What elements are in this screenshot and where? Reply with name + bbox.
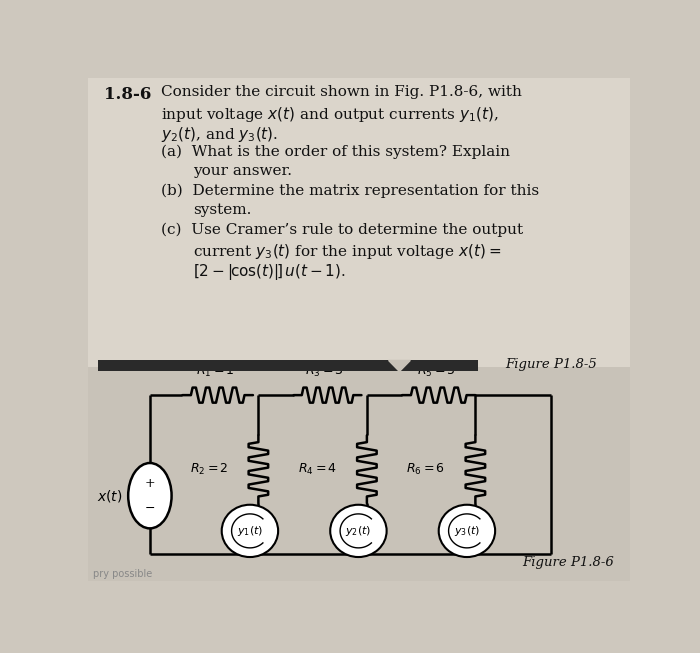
Text: your answer.: your answer. [193,164,293,178]
Text: pry possible: pry possible [93,569,152,579]
Text: (c)  Use Cramer’s rule to determine the output: (c) Use Cramer’s rule to determine the o… [161,223,523,237]
Text: $R_4=4$: $R_4=4$ [298,462,337,477]
Text: −: − [145,502,155,515]
Text: $R_1=1$: $R_1=1$ [195,364,234,379]
Text: system.: system. [193,203,252,217]
Bar [88,78,630,368]
Text: $y_1(t)$: $y_1(t)$ [237,524,263,538]
Text: $R_6=6$: $R_6=6$ [407,462,445,477]
Text: $R_5=5$: $R_5=5$ [416,364,456,379]
Text: $y_2(t)$, and $y_3(t)$.: $y_2(t)$, and $y_3(t)$. [161,125,278,144]
Text: (a)  What is the order of this system? Explain: (a) What is the order of this system? Ex… [161,144,510,159]
Bar [88,368,630,581]
Text: $y_2(t)$: $y_2(t)$ [345,524,372,538]
Ellipse shape [128,463,172,528]
Text: $[2-|\!\cos(t)|\!]\,u(t-1)$.: $[2-|\!\cos(t)|\!]\,u(t-1)$. [193,262,346,282]
Circle shape [439,505,495,557]
Text: Figure P1.8-6: Figure P1.8-6 [522,556,614,569]
Text: (b)  Determine the matrix representation for this: (b) Determine the matrix representation … [161,183,539,198]
Text: Consider the circuit shown in Fig. P1.8-6, with: Consider the circuit shown in Fig. P1.8-… [161,86,522,99]
Text: $y_3(t)$: $y_3(t)$ [454,524,480,538]
Text: 1.8-6: 1.8-6 [104,86,151,103]
Text: +: + [145,477,155,490]
Text: input voltage $x(t)$ and output currents $y_1(t)$,: input voltage $x(t)$ and output currents… [161,105,498,124]
Text: Figure P1.8-5: Figure P1.8-5 [505,358,597,372]
Polygon shape [389,360,410,372]
Text: $R_2=2$: $R_2=2$ [190,462,228,477]
Text: $x(t)$: $x(t)$ [97,488,122,503]
Circle shape [330,505,386,557]
Text: $R_3=3$: $R_3=3$ [305,364,344,379]
Bar [98,360,478,372]
Text: current $y_3(t)$ for the input voltage $x(t) =$: current $y_3(t)$ for the input voltage $… [193,242,502,261]
Circle shape [222,505,278,557]
